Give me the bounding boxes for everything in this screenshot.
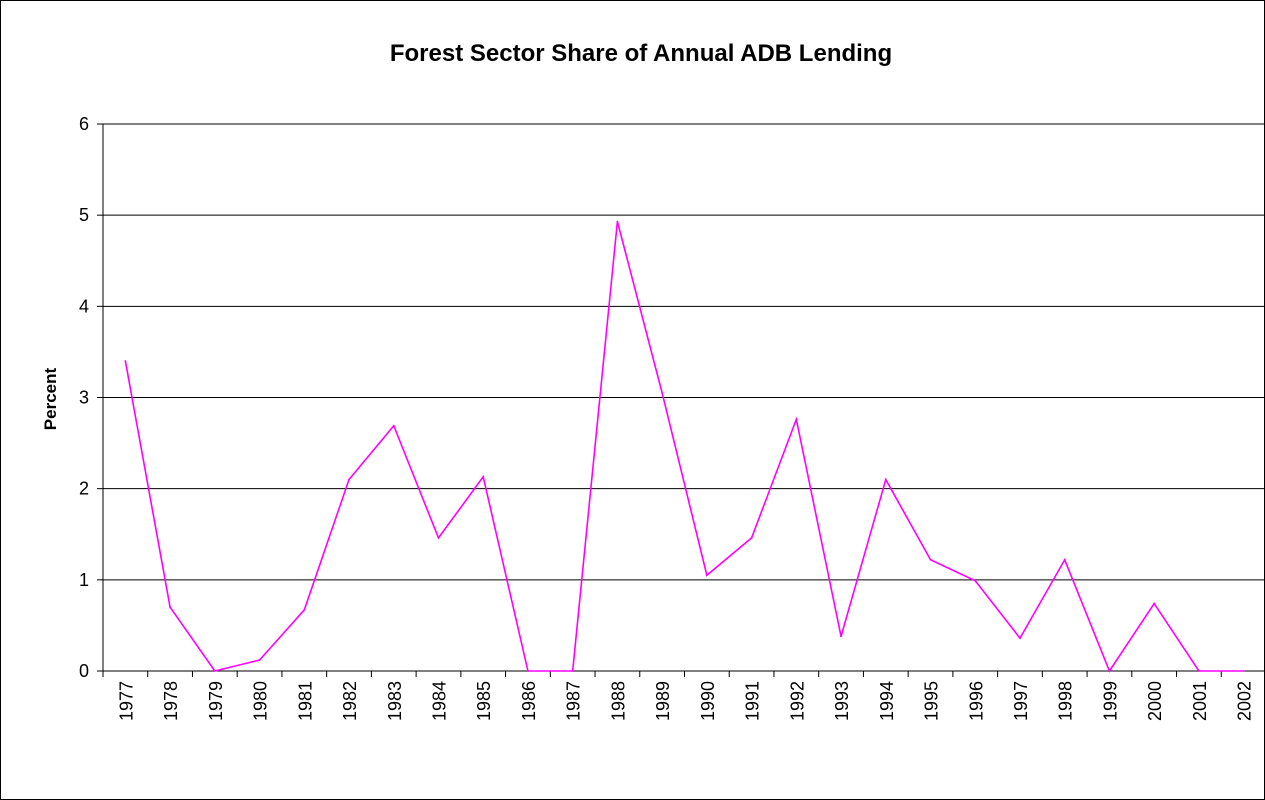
x-tick-label: 1993	[832, 681, 852, 721]
data-point	[1019, 637, 1021, 640]
x-tick-label: 1999	[1100, 681, 1120, 721]
data-point	[124, 360, 127, 362]
data-point	[392, 424, 395, 427]
y-axis-label: Percent	[41, 367, 60, 430]
y-tick-label: 4	[79, 296, 89, 316]
data-point	[1063, 558, 1066, 561]
data-point	[661, 392, 664, 394]
x-tick-label: 1992	[787, 681, 807, 721]
data-point	[482, 475, 485, 478]
x-tick-label: 1980	[251, 681, 271, 721]
data-point	[884, 478, 887, 481]
data-point	[258, 659, 261, 661]
x-tick-label: 1979	[206, 681, 226, 721]
data-point	[705, 574, 708, 577]
x-tick-label: 1986	[519, 681, 539, 721]
data-point	[303, 609, 306, 611]
data-point	[213, 670, 216, 672]
x-tick-label: 1981	[295, 681, 315, 721]
data-point	[571, 670, 574, 672]
x-tick-label: 1997	[1011, 681, 1031, 721]
x-tick-label: 1988	[608, 681, 628, 721]
x-tick-label: 1996	[966, 681, 986, 721]
x-tick-label: 1991	[743, 681, 763, 721]
series-line	[124, 221, 1244, 673]
data-point	[974, 579, 977, 582]
data-point	[348, 478, 350, 481]
x-tick-label: 2000	[1145, 681, 1165, 721]
x-tick-label: 2001	[1190, 681, 1210, 721]
gridlines	[103, 123, 1264, 581]
y-tick-label: 2	[79, 479, 89, 499]
data-point	[840, 635, 842, 638]
x-tick-label: 1994	[877, 681, 897, 721]
x-tick-label: 1985	[474, 681, 494, 721]
data-point	[1198, 670, 1200, 672]
data-point	[750, 536, 753, 539]
x-tick-label: 1977	[116, 681, 136, 721]
chart-title: Forest Sector Share of Annual ADB Lendin…	[390, 40, 892, 67]
y-tick-label: 0	[79, 661, 89, 681]
data-point	[929, 558, 932, 561]
x-tick-label: 1978	[161, 681, 181, 721]
y-tick-label: 1	[79, 570, 89, 590]
x-tick-label: 1983	[385, 681, 405, 721]
y-tick-labels: 0 1 2 3 4 5 6	[79, 114, 89, 681]
data-point	[527, 670, 529, 672]
series-layer	[124, 220, 1245, 673]
axes	[97, 123, 1264, 677]
x-tick-label: 1984	[429, 681, 449, 721]
x-tick-label: 1990	[698, 681, 718, 721]
data-point	[1242, 670, 1245, 672]
data-point	[169, 606, 171, 609]
y-tick-label: 5	[79, 205, 89, 225]
x-tick-labels: 1977 1978 1979 1980 1981 1982 1983 1984 1985 1986…	[116, 681, 1254, 721]
x-tick-label: 1987	[564, 681, 584, 721]
x-tick-label: 1995	[922, 681, 942, 721]
data-point	[1153, 602, 1156, 605]
data-point	[437, 536, 440, 539]
y-tick-label: 3	[79, 388, 89, 408]
y-tick-label: 6	[79, 114, 89, 134]
x-tick-label: 1998	[1056, 681, 1076, 721]
x-tick-label: 1989	[653, 681, 673, 721]
data-point	[616, 220, 619, 223]
x-tick-label: 2002	[1235, 681, 1255, 721]
data-point	[795, 418, 798, 421]
x-tick-label: 1982	[340, 681, 360, 721]
data-point	[1108, 670, 1111, 672]
